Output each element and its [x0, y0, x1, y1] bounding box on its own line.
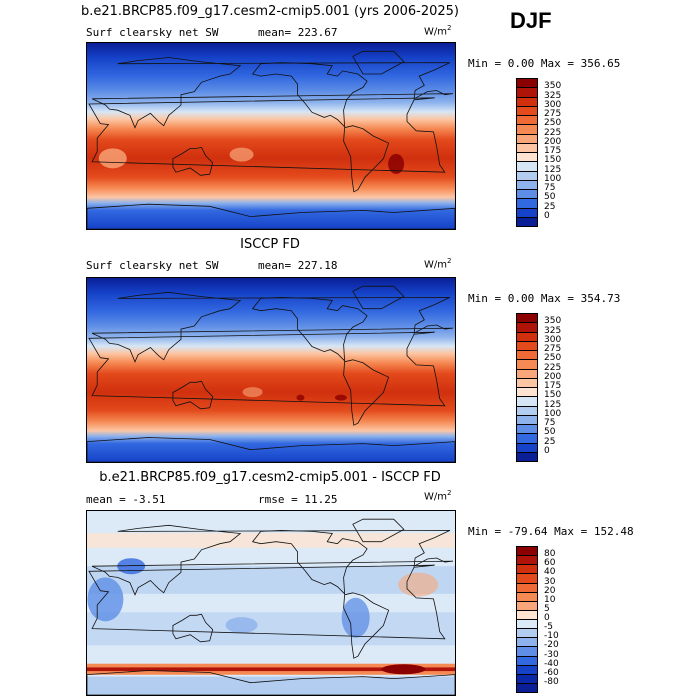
colorbar-tick-label: 50 — [544, 192, 556, 203]
colorbar: 350 325 300 275 250 225 200 175 150 125 100 75 50 25 0 — [516, 78, 586, 227]
panel-title: b.e21.BRCP85.f09_g17.cesm2-cmip5.001 (yr… — [80, 4, 459, 19]
colorbar-tick-label: 20 — [544, 585, 556, 596]
min-max-label: Min = 0.00 Max = 356.65 — [468, 57, 621, 70]
panel-title: ISCCP FD — [240, 237, 300, 252]
units-label: W/m2 — [424, 257, 452, 271]
colorbar-tick-label: 175 — [544, 381, 562, 391]
colorbar-tick-label: 250 — [544, 353, 562, 364]
units-label: W/m2 — [424, 24, 452, 38]
min-max-label: Min = 0.00 Max = 354.73 — [468, 292, 621, 305]
panel-title: b.e21.BRCP85.f09_g17.cesm2-cmip5.001 - I… — [99, 470, 441, 485]
colorbar-tick-label: 250 — [544, 118, 562, 129]
colorbar-tick-label: 275 — [544, 109, 562, 119]
colorbar: 350 325 300 275 250 225 200 175 150 125 100 75 50 25 0 — [516, 313, 586, 462]
colorbar-tick-label: 50 — [544, 427, 556, 438]
rmse-label: rmse = 11.25 — [258, 493, 338, 506]
colorbar-tick-label: 225 — [544, 362, 562, 373]
colorbar-tick-label: 0 — [544, 210, 550, 221]
colorbar-tick-label: 0 — [544, 445, 550, 456]
colorbar-tick-label: 200 — [544, 136, 562, 147]
colorbar-tick-label: -40 — [544, 658, 559, 669]
units-label: W/m2 — [424, 489, 452, 503]
colorbar-tick-label: 60 — [544, 558, 556, 569]
colorbar-tick-label: 350 — [544, 316, 562, 327]
colorbar-tick-label: 80 — [544, 549, 556, 560]
colorbar-tick-label: 30 — [544, 576, 556, 587]
colorbar-tick-label: 25 — [544, 436, 556, 447]
mean-label: mean= 227.18 — [258, 259, 338, 272]
colorbar-tick-label: -60 — [544, 667, 559, 678]
colorbar-tick-label: -30 — [544, 649, 559, 660]
colorbar-tick-label: 150 — [544, 390, 562, 401]
colorbar-tick-label: 300 — [544, 334, 562, 345]
colorbar-tick-label: 300 — [544, 99, 562, 110]
colorbar-tick-label: 350 — [544, 81, 562, 92]
map-obs — [86, 277, 456, 463]
colorbar-tick-label: 25 — [544, 201, 556, 212]
colorbar-tick-label: 275 — [544, 344, 562, 354]
colorbar-tick-label: -80 — [544, 676, 559, 687]
mean-label: mean = -3.51 — [86, 493, 166, 506]
colorbar-tick-label: 40 — [544, 567, 556, 578]
colorbar-tick-label: 5 — [544, 603, 550, 614]
colorbar-tick-label: 225 — [544, 127, 562, 138]
variable-label: Surf clearsky net SW — [86, 259, 219, 272]
colorbar-tick-label: -10 — [544, 631, 559, 642]
colorbar-tick-label: 75 — [544, 183, 556, 193]
min-max-label: Min = -79.64 Max = 152.48 — [468, 525, 634, 538]
colorbar-tick-label: 0 — [544, 613, 550, 623]
map-diff — [86, 510, 456, 696]
colorbar-tick-label: 100 — [544, 173, 562, 184]
colorbar-tick-label: 100 — [544, 408, 562, 419]
colorbar-tick-label: 175 — [544, 146, 562, 156]
colorbar-tick-label: 200 — [544, 371, 562, 382]
colorbar-tick-label: 125 — [544, 399, 562, 410]
colorbar-tick-label: 75 — [544, 418, 556, 428]
colorbar-tick-label: 150 — [544, 155, 562, 166]
variable-label: Surf clearsky net SW — [86, 26, 219, 39]
colorbar-tick-label: 325 — [544, 90, 562, 101]
map-model — [86, 42, 456, 230]
colorbar-tick-label: 10 — [544, 594, 556, 605]
colorbar-swatch — [516, 216, 538, 227]
colorbar-tick-label: 325 — [544, 325, 562, 336]
colorbar-tick-label: -20 — [544, 640, 559, 651]
colorbar-tick-label: 125 — [544, 164, 562, 175]
colorbar: 80 60 40 30 20 10 5 0 -5 -10 -20 -30 -40 -60 -80 — [516, 546, 586, 693]
colorbar-swatch — [516, 451, 538, 462]
mean-label: mean= 223.67 — [258, 26, 338, 39]
colorbar-swatch — [516, 682, 538, 693]
colorbar-tick-label: -5 — [544, 622, 553, 633]
season-label: DJF — [510, 8, 552, 33]
